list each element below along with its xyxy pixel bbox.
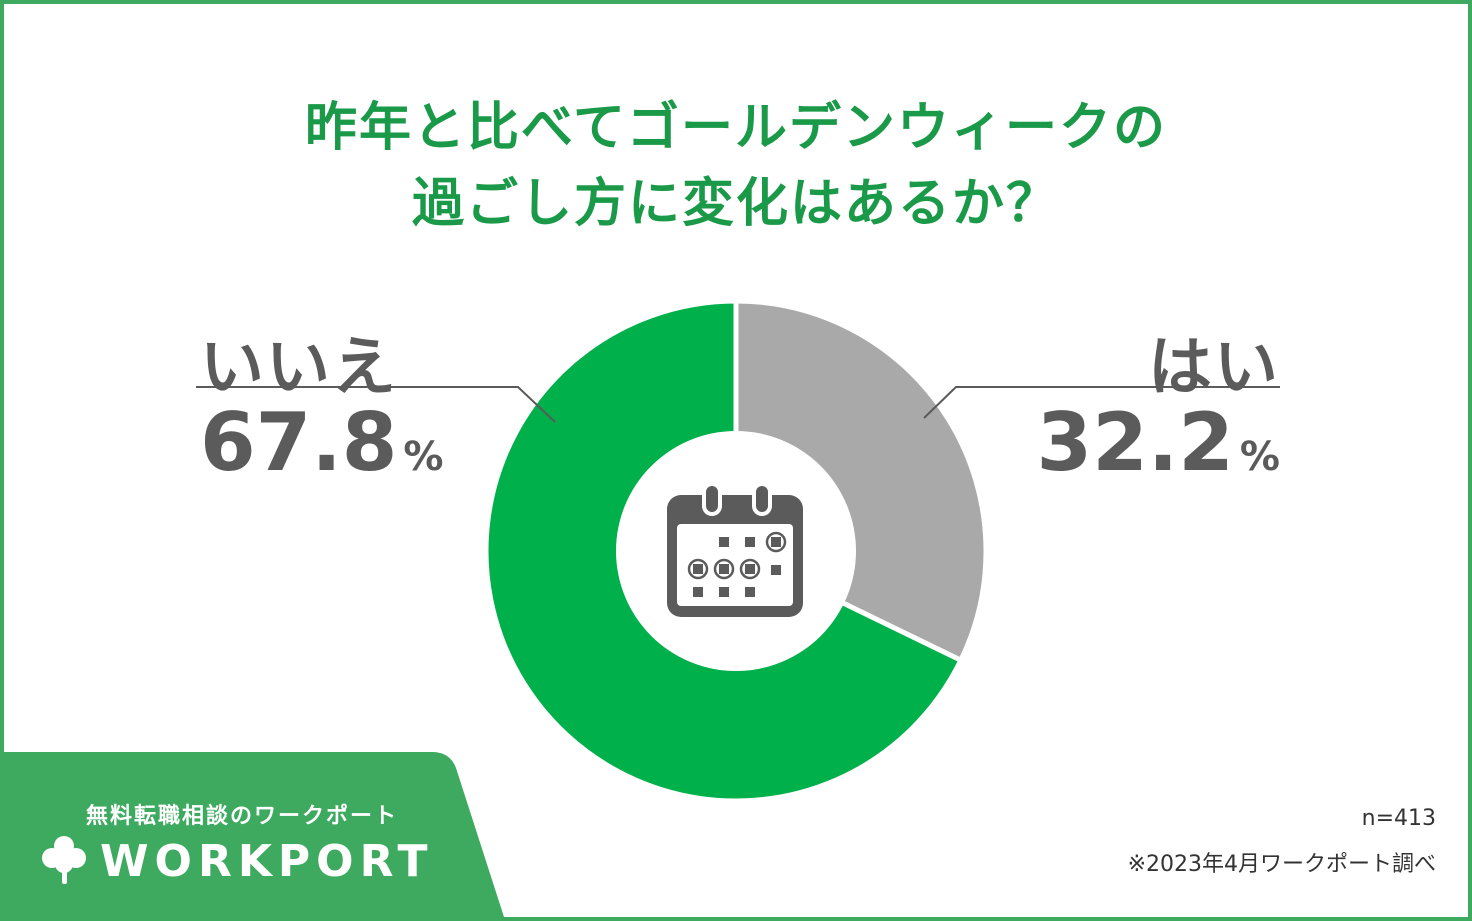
sample-size: n=413 [1361, 806, 1436, 831]
brand-tagline: 無料転職相談のワークポート [86, 804, 399, 829]
slice-value-yes-unit: % [1239, 434, 1280, 480]
source-note: ※2023年4月ワークポート調べ [1127, 852, 1436, 877]
slice-value-yes: 32.2% [1037, 396, 1280, 489]
brand-logo-text: WORKPORT [100, 836, 434, 887]
slice-value-yes-number: 32.2 [1036, 396, 1234, 489]
clover-icon [42, 836, 86, 884]
slice-value-no: 67.8% [200, 396, 443, 489]
slice-value-no-number: 67.8 [200, 396, 398, 489]
chart-title-line-1: 昨年と比べてゴールデンウィークの [305, 98, 1167, 158]
slice-value-no-unit: % [403, 434, 444, 480]
chart-title-line-2: 過ごし方に変化はあるか？ [411, 174, 1060, 234]
chart-title: 昨年と比べてゴールデンウィークの 過ごし方に変化はあるか？ [4, 90, 1468, 242]
leader-line-no [196, 386, 556, 423]
leader-line-yes [923, 386, 1280, 419]
donut-chart [4, 298, 1280, 917]
slice-label-yes: はい [1148, 331, 1280, 405]
calendar-icon [667, 482, 803, 617]
slice-label-no: いいえ [200, 331, 398, 405]
brand-banner [4, 752, 504, 917]
